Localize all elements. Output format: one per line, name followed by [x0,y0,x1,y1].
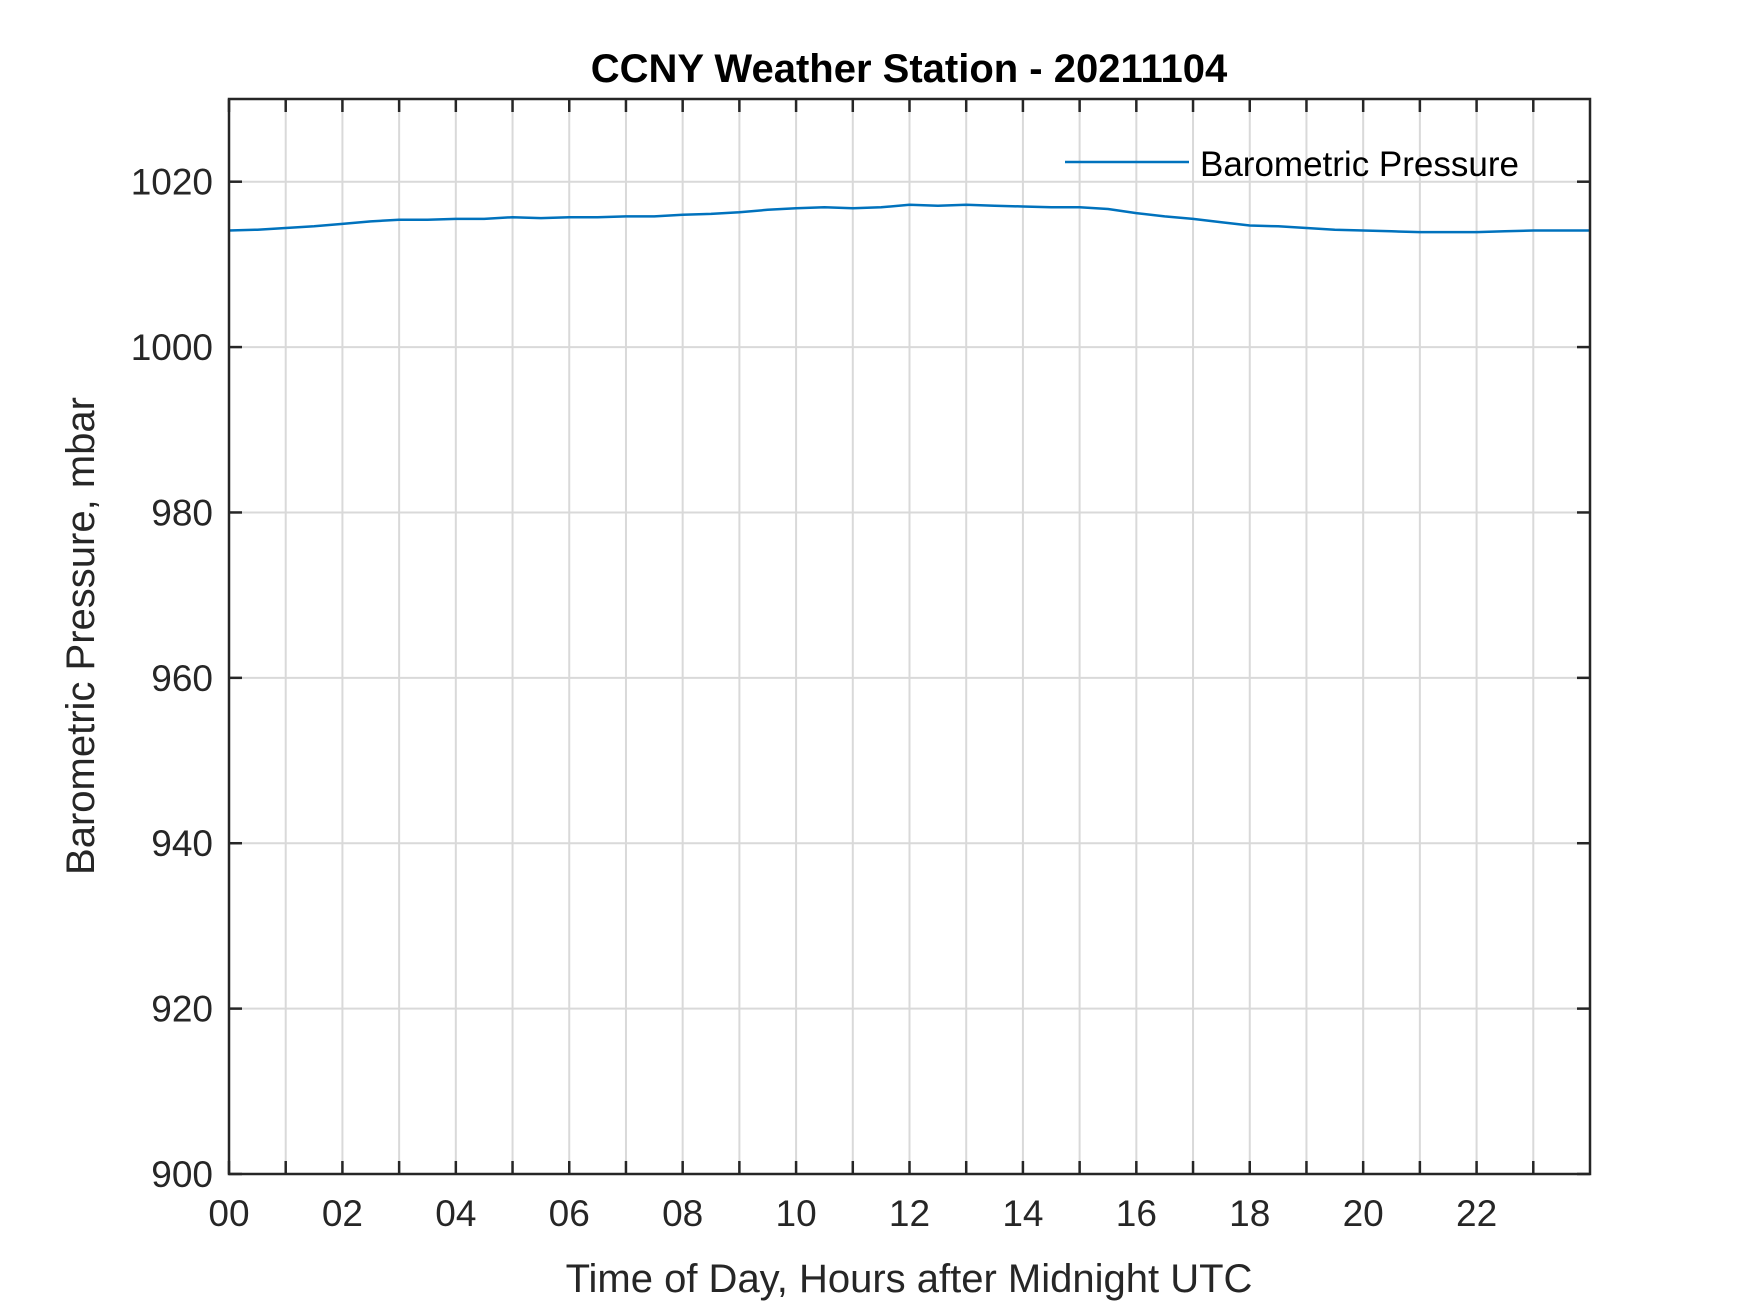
y-tick-label: 1000 [131,327,213,368]
series-group [228,203,1590,234]
x-tick-label: 18 [1229,1193,1270,1234]
y-tick-label: 980 [151,492,213,533]
x-tick-label: 02 [322,1193,363,1234]
x-tick-label: 04 [435,1193,476,1234]
x-tick-labels: 00 02 04 06 08 10 12 14 16 18 20 22 [208,1193,1497,1234]
x-tick-label: 10 [776,1193,817,1234]
y-tick-labels: 900 920 940 960 980 1000 1020 [131,162,213,1195]
x-tick-label: 08 [662,1193,703,1234]
axes-box [227,97,1592,1176]
x-tick-label: 00 [208,1193,249,1234]
y-tick-label: 940 [151,823,213,864]
y-tick-label: 920 [151,989,213,1030]
x-tick-label: 14 [1002,1193,1043,1234]
legend-label: Barometric Pressure [1200,145,1519,184]
legend: Barometric Pressure [1065,145,1519,184]
series-line-barometric-pressure [228,203,1590,234]
x-axis-label: Time of Day, Hours after Midnight UTC [566,1257,1253,1301]
x-tick-label: 20 [1343,1193,1384,1234]
y-axis-label: Barometric Pressure, mbar [59,397,103,875]
x-tick-label: 12 [889,1193,930,1234]
y-tick-label: 900 [151,1154,213,1195]
x-tick-label: 22 [1456,1193,1497,1234]
y-tick-label: 960 [151,658,213,699]
x-tick-label: 16 [1116,1193,1157,1234]
y-tick-label: 1020 [131,162,213,203]
x-tick-label: 06 [549,1193,590,1234]
chart-title: CCNY Weather Station - 20211104 [591,47,1228,91]
